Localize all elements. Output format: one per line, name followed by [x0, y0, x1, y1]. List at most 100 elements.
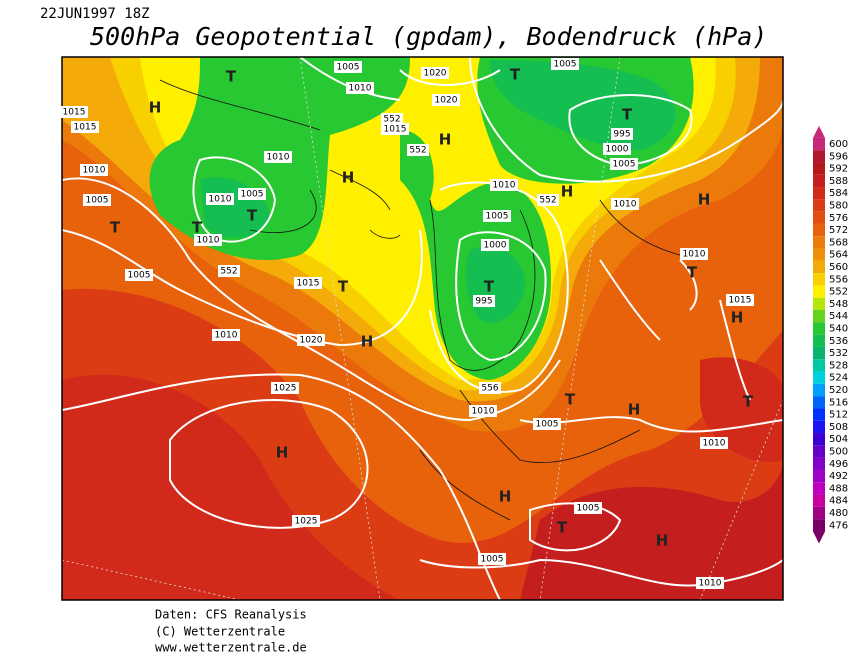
colorbar-swatch [813, 199, 825, 212]
contour-label: 1010 [703, 439, 726, 449]
contour-label: 1010 [267, 153, 290, 163]
contour-label: 1015 [74, 123, 97, 133]
contour-label-box [611, 198, 639, 210]
contour-label-box [611, 128, 633, 140]
colorbar-swatch [813, 150, 825, 163]
colorbar-swatch [813, 519, 825, 532]
contour-label-box [478, 553, 506, 565]
pressure-center: H [731, 309, 744, 327]
contour-label-box [294, 277, 322, 289]
colorbar-swatch [813, 174, 825, 188]
contour-label-box [469, 405, 497, 417]
contour-label: 1005 [536, 420, 559, 430]
contour-label: 1005 [613, 160, 636, 170]
title: 500hPa Geopotential (gpdam), Bodendruck … [90, 22, 767, 51]
pressure-center: T [484, 278, 495, 296]
colorbar-swatch [813, 310, 825, 323]
contour-label: 1020 [435, 96, 458, 106]
contour-label: 552 [220, 267, 237, 277]
colorbar-swatch [813, 297, 825, 311]
colorbar-label: 500 [829, 447, 848, 458]
pressure-center: T [192, 219, 203, 237]
colorbar-swatch [813, 457, 825, 470]
pressure-center: T [687, 264, 698, 282]
contour-label: 552 [383, 115, 400, 125]
contour-label-box [83, 194, 111, 206]
pressure-center: T [557, 519, 568, 537]
contour-label-box [483, 210, 511, 222]
date: 22JUN1997 18Z [40, 6, 150, 22]
contour-label-box [551, 58, 579, 70]
pressure-center: T [510, 66, 521, 84]
colorbar-label: 584 [829, 188, 848, 199]
colorbar-label: 508 [829, 422, 848, 433]
contour-label: 1005 [577, 504, 600, 514]
contour-label: 995 [475, 297, 492, 307]
colorbar-swatch [813, 371, 825, 384]
colorbar-label: 516 [829, 397, 848, 408]
pressure-center: T [110, 219, 121, 237]
colorbar-label: 592 [829, 164, 848, 175]
footer-source: Daten: CFS Reanalysis [155, 608, 307, 622]
contour-label-box [537, 194, 559, 206]
contour-label: 1015 [63, 108, 86, 118]
colorbar-label: 552 [829, 287, 848, 298]
pressure-center: H [656, 532, 669, 550]
pressure-center: H [361, 333, 374, 351]
pressure-center: H [342, 169, 355, 187]
contour-label: 1010 [197, 236, 220, 246]
contour-label-box [80, 164, 108, 176]
colorbar-label: 544 [829, 311, 848, 322]
contour-label-box [292, 515, 320, 527]
contour-label: 995 [613, 130, 630, 140]
contour-label: 1005 [128, 271, 151, 281]
colorbar-label: 564 [829, 250, 848, 261]
colorbar-label: 520 [829, 385, 848, 396]
pressure-center: H [149, 99, 162, 117]
contour-label: 1010 [614, 200, 637, 210]
colorbar-label: 556 [829, 274, 848, 285]
contour-label: 1000 [484, 241, 507, 251]
contour-label-box [238, 188, 266, 200]
pressure-center: H [561, 183, 574, 201]
pressure-center: H [698, 191, 711, 209]
contour-label-box [194, 234, 222, 246]
colorbar-label: 580 [829, 201, 848, 212]
contour-label-box [726, 294, 754, 306]
contour-label-box [297, 334, 325, 346]
colorbar-label: 532 [829, 348, 848, 359]
colorbar-swatch [813, 408, 825, 421]
contour-label: 1015 [297, 279, 320, 289]
colorbar-arrow-top [813, 125, 825, 138]
contour-label-box [206, 193, 234, 205]
contour-label-box [479, 382, 501, 394]
contour-label-box [533, 418, 561, 430]
colorbar-swatch [813, 482, 825, 495]
colorbar-swatch [813, 445, 825, 458]
contour-label-box [421, 67, 449, 79]
colorbar-swatch [813, 346, 825, 360]
colorbar-label: 600 [829, 139, 848, 150]
contour-label-box [574, 502, 602, 514]
contour-label: 1005 [554, 60, 577, 70]
contour-label: 1010 [215, 331, 238, 341]
contour-label-box [271, 382, 299, 394]
contour-label: 1010 [699, 579, 722, 589]
contour-label-box [218, 265, 240, 277]
colorbar-label: 576 [829, 213, 848, 224]
contour-label-box [407, 144, 429, 156]
contour-label: 1005 [486, 212, 509, 222]
colorbar-label: 492 [829, 471, 848, 482]
map-field [62, 57, 783, 600]
colorbar-swatch [813, 248, 825, 261]
colorbar-swatch [813, 223, 825, 237]
pressure-center: T [226, 68, 237, 86]
contour-label-box [212, 329, 240, 341]
pressure-center: T [247, 207, 258, 225]
colorbar-label: 524 [829, 373, 848, 384]
contour-label-box [125, 269, 153, 281]
colorbar-swatch [813, 162, 825, 175]
contour-label-box [334, 61, 362, 73]
contour-label-box [346, 82, 374, 94]
